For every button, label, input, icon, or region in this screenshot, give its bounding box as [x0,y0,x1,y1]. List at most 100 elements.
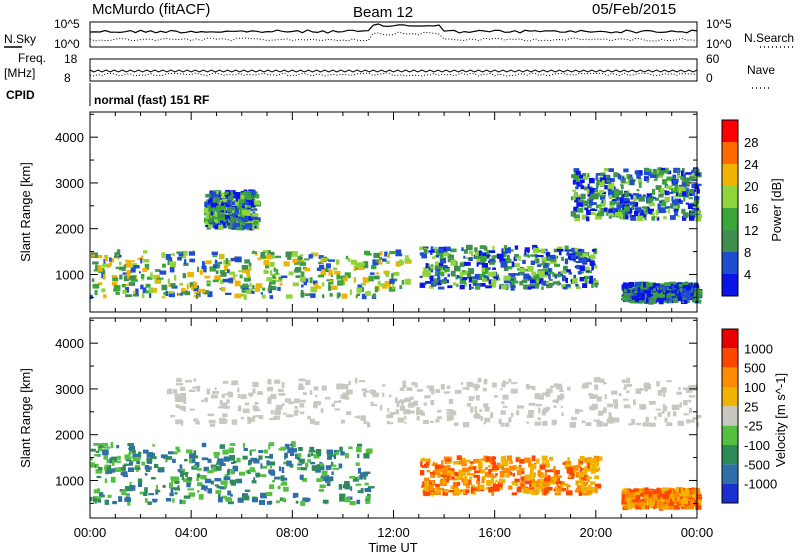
heatmap-cell [309,446,315,452]
heatmap-cell [541,392,547,396]
heatmap-cell [611,390,618,395]
heatmap-cell [189,258,195,263]
heatmap-cell [246,271,250,277]
heatmap-cell [162,484,166,488]
heatmap-cell [638,182,642,188]
heatmap-cell [233,220,236,226]
heatmap-cell [135,469,139,472]
heatmap-cell [519,281,524,286]
heatmap-cell [315,280,318,284]
heatmap-cell [193,378,196,382]
heatmap-cell [281,467,285,473]
heatmap-cell [633,399,636,405]
heatmap-cell [591,249,596,252]
heatmap-cell [469,476,473,480]
heatmap-cell [131,449,136,454]
heatmap-cell [278,393,286,396]
colorbar-box [722,230,738,252]
heatmap-cell [138,451,142,458]
heatmap-cell [200,475,207,480]
heatmap-cell [576,480,584,484]
heatmap-cell [380,283,385,287]
heatmap-cell [585,382,593,385]
heatmap-cell [350,486,353,491]
heatmap-cell [468,466,476,470]
heatmap-cell [623,168,629,173]
heatmap-cell [649,287,654,290]
heatmap-cell [423,490,430,497]
heatmap-cell [574,193,578,197]
heatmap-cell [695,487,700,494]
heatmap-cell [674,404,680,410]
heatmap-cell [617,204,622,211]
heatmap-cell [508,461,512,465]
heatmap-cell [575,471,580,478]
heatmap-cell [371,389,377,395]
heatmap-cell [209,197,213,203]
y-tick-label: 3000 [55,176,84,191]
heatmap-cell [225,258,229,264]
y-tick-label: 3000 [55,382,84,397]
heatmap-cell [693,284,700,288]
heatmap-cell [508,417,512,423]
heatmap-cell [365,495,370,500]
heatmap-cell [671,188,674,193]
heatmap-cell [191,285,194,291]
heatmap-cell [575,261,579,264]
heatmap-cell [375,392,380,396]
heatmap-cell [526,285,532,290]
heatmap-cell [184,259,187,265]
heatmap-cell [482,266,489,270]
heatmap-cell [502,455,507,462]
heatmap-cell [542,420,548,426]
heatmap-cell [562,275,566,282]
heatmap-cell [254,253,258,256]
heatmap-cell [644,498,648,501]
heatmap-cell [491,461,496,466]
heatmap-cell [203,290,206,293]
heatmap-cell [657,412,662,417]
heatmap-cell [325,465,332,470]
heatmap-cell [250,449,257,452]
heatmap-cell [606,180,611,183]
heatmap-cell [205,213,209,219]
heatmap-cell [334,449,339,455]
heatmap-cell [222,495,228,499]
heatmap-cell [671,187,676,192]
heatmap-cell [573,194,576,201]
heatmap-cell [421,465,428,468]
heatmap-cell [587,456,592,460]
velocity-ylabel: Slant Range [km] [18,368,33,468]
heatmap-cell [653,178,658,181]
heatmap-cell [255,472,261,477]
heatmap-cell [664,286,667,291]
heatmap-cell [499,479,506,483]
heatmap-cell [287,254,292,260]
heatmap-cell [437,279,442,285]
heatmap-cell [166,388,173,395]
heatmap-cell [207,458,212,463]
colorbar-tick-label: 4 [744,267,751,282]
heatmap-cell [658,499,663,504]
heatmap-cell [515,256,520,260]
heatmap-cell [636,292,641,297]
heatmap-cell [567,457,570,462]
heatmap-cell [447,458,451,462]
heatmap-cell [526,421,529,424]
heatmap-cell [193,450,197,457]
heatmap-cell [506,266,513,270]
heatmap-cell [457,473,464,479]
heatmap-cell [602,382,607,385]
heatmap-cell [214,262,221,267]
heatmap-cell [596,396,602,402]
heatmap-cell [246,199,253,203]
heatmap-cell [463,422,470,428]
heatmap-cell [559,385,563,391]
heatmap-cell [660,167,666,172]
heatmap-cell [628,423,633,426]
heatmap-cell [337,280,344,286]
heatmap-cell [228,211,231,215]
heatmap-cell [373,252,380,258]
heatmap-cell [284,398,292,403]
heatmap-cell [229,271,235,275]
